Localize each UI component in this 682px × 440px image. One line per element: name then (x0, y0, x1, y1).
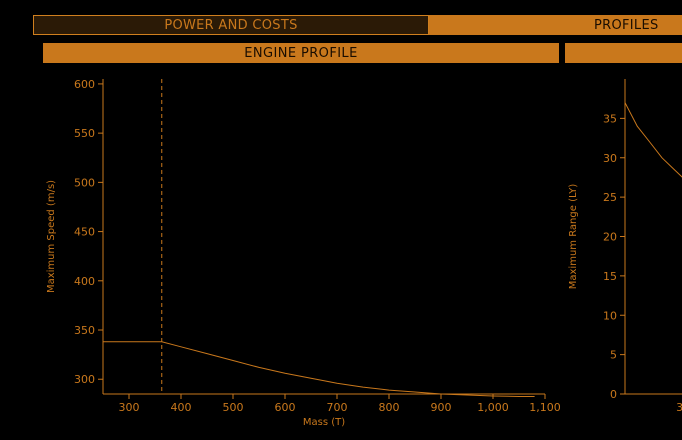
fsd-y-tick-label: 35 (603, 112, 617, 125)
engine-y-tick-label: 600 (74, 78, 95, 91)
fsd-y-axis-title: Maximum Range (LY) (568, 184, 579, 290)
engine-x-tick-label: 800 (379, 401, 400, 414)
engine-series-line (103, 341, 535, 397)
engine-x-tick-label: 600 (275, 401, 296, 414)
fsd-y-tick-label: 10 (603, 309, 617, 322)
engine-x-tick-label: 1,000 (477, 401, 509, 414)
engine-y-tick-label: 350 (74, 324, 95, 337)
tab-power-and-costs[interactable]: POWER AND COSTS (33, 15, 429, 35)
engine-x-axis-title: Mass (T) (303, 417, 345, 428)
tab-profiles[interactable]: PROFILES (429, 15, 682, 35)
engine-x-tick-label: 300 (119, 401, 140, 414)
fsd-y-tick-label: 30 (603, 152, 617, 165)
fsd-y-tick-label: 0 (610, 388, 617, 401)
fsd-y-tick-label: 20 (603, 231, 617, 244)
engine-x-tick-label: 1,100 (529, 401, 561, 414)
engine-x-tick-label: 400 (171, 401, 192, 414)
fsd-y-tick-label: 15 (603, 270, 617, 283)
engine-y-tick-label: 550 (74, 127, 95, 140)
engine-x-tick-label: 700 (327, 401, 348, 414)
engine-y-tick-label: 300 (74, 373, 95, 386)
fsd-y-tick-label: 25 (603, 191, 617, 204)
engine-x-tick-label: 500 (223, 401, 244, 414)
fsd-series-line (624, 102, 682, 178)
engine-y-axis-title: Maximum Speed (m/s) (46, 180, 57, 293)
engine-y-tick-label: 500 (74, 176, 95, 189)
fsd-x-tick-label: 300 (676, 401, 682, 414)
engine-profile-header: ENGINE PROFILE (43, 43, 559, 63)
engine-y-tick-label: 400 (74, 275, 95, 288)
engine-y-tick-label: 450 (74, 226, 95, 239)
fsd-y-tick-label: 5 (610, 349, 617, 362)
fsd-profile-header (565, 43, 682, 63)
engine-x-tick-label: 900 (431, 401, 452, 414)
